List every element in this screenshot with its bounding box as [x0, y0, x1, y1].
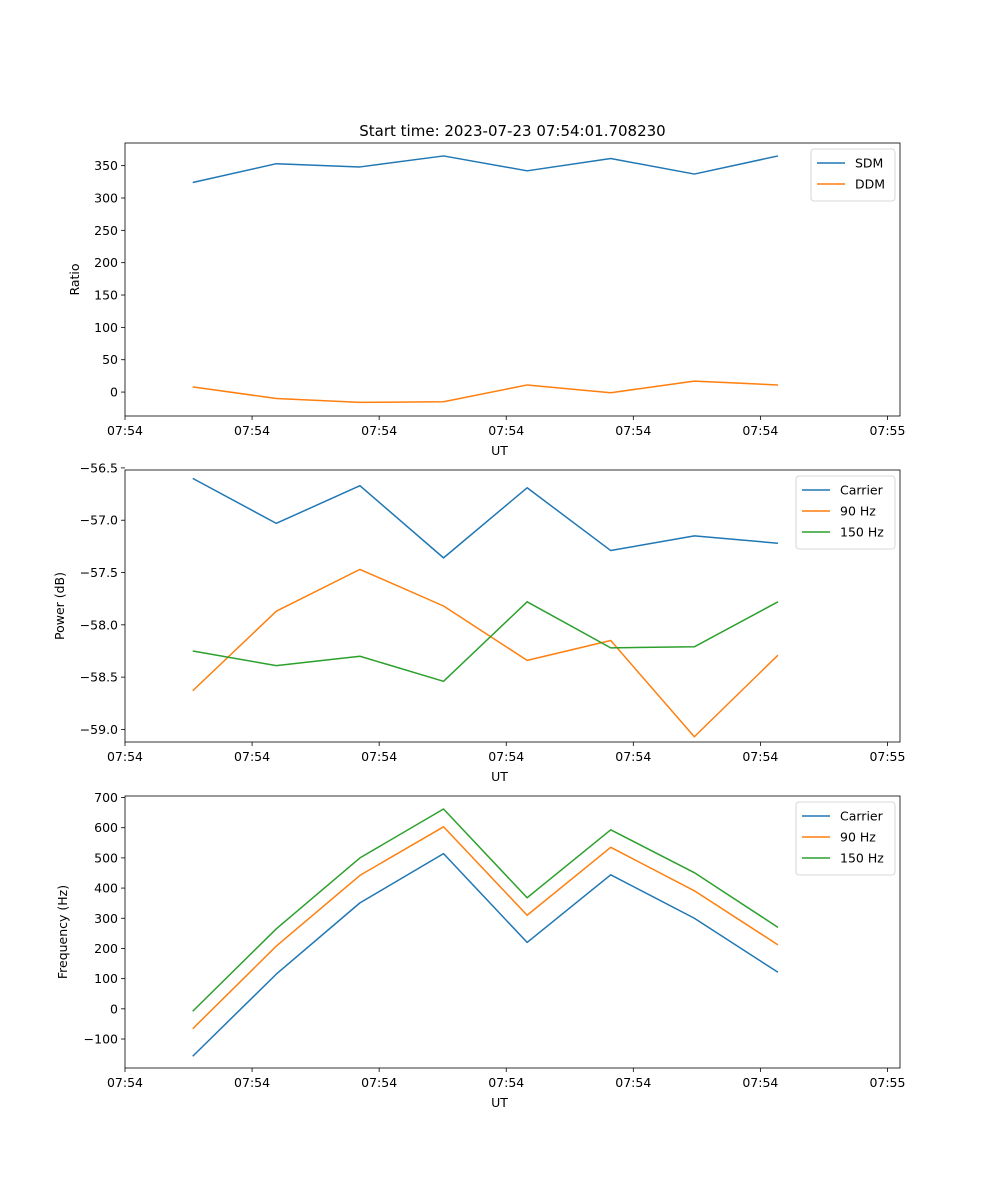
- x-tick-label: 07:54: [234, 1075, 270, 1090]
- x-axis-label: UT: [491, 769, 508, 784]
- y-tick-label: −56.5: [80, 460, 118, 475]
- y-axis-label: Frequency (Hz): [55, 885, 70, 979]
- x-tick-label: 07:54: [234, 749, 270, 764]
- y-axis-label: Ratio: [67, 263, 82, 295]
- x-tick-label: 07:54: [488, 423, 524, 438]
- y-tick-label: 200: [94, 255, 118, 270]
- y-tick-label: 300: [94, 190, 118, 205]
- subplot-power: 07:54 07:54 07:54 07:54 07:54 07:54 07:55 −59.0…: [52, 460, 905, 784]
- y-tick-label: 350: [94, 158, 118, 173]
- y-tick-label: −57.0: [80, 513, 118, 528]
- series-line-150-hz: [192, 601, 779, 683]
- y-tick-label: 300: [94, 911, 118, 926]
- x-tick-label: 07:55: [869, 423, 905, 438]
- y-tick-label: 0: [110, 385, 118, 400]
- y-tick-label: 250: [94, 223, 118, 238]
- x-tick-label: 07:54: [742, 749, 778, 764]
- x-tick-label: 07:54: [742, 423, 778, 438]
- x-tick-label: 07:54: [615, 749, 651, 764]
- y-tick-label: 700: [94, 790, 118, 805]
- series-line-carrier: [192, 852, 779, 1057]
- y-tick-label: 400: [94, 881, 118, 896]
- y-tick-label: 0: [110, 1001, 118, 1016]
- y-tick-label: −100: [84, 1032, 118, 1047]
- y-tick-label: 600: [94, 820, 118, 835]
- x-tick-label: 07:54: [488, 1075, 524, 1090]
- axes-frame: [124, 469, 901, 743]
- series-line-90-hz: [192, 568, 779, 738]
- series-line-ddm: [192, 380, 778, 404]
- x-tick-label: 07:55: [869, 749, 905, 764]
- y-tick-label: −59.0: [80, 722, 118, 737]
- subplot-frequency: 07:54 07:54 07:54 07:54 07:54 07:54 07:55 −100 0…: [55, 790, 905, 1110]
- y-tick-label: 100: [94, 320, 118, 335]
- x-tick-label: 07:54: [361, 749, 397, 764]
- x-tick-label: 07:55: [869, 1075, 905, 1090]
- axes-frame: [124, 142, 901, 417]
- y-tick-label: −57.5: [80, 565, 118, 580]
- x-tick-label: 07:54: [107, 1075, 143, 1090]
- x-tick-label: 07:54: [615, 1075, 651, 1090]
- legend-label-ddm: DDM: [855, 177, 885, 192]
- legend-label-carrier: Carrier: [840, 483, 884, 498]
- x-tick-label: 07:54: [361, 1075, 397, 1090]
- legend-label-150-hz: 150 Hz: [840, 525, 884, 540]
- series-line-carrier: [192, 477, 779, 559]
- legend-label-carrier: Carrier: [840, 809, 884, 824]
- x-tick-label: 07:54: [361, 423, 397, 438]
- legend-box: [795, 475, 896, 550]
- x-tick-label: 07:54: [488, 749, 524, 764]
- y-tick-label: −58.5: [80, 670, 118, 685]
- legend-box: [810, 148, 896, 202]
- series-line-150-hz: [192, 808, 779, 1012]
- x-tick-label: 07:54: [742, 1075, 778, 1090]
- y-tick-label: 500: [94, 850, 118, 865]
- x-axis-label: UT: [491, 1095, 508, 1110]
- figure-title: Start time: 2023-07-23 07:54:01.708230: [359, 122, 665, 140]
- subplot-ratio: 07:54 07:54 07:54 07:54 07:54 07:54 07:55 0 50 10…: [67, 142, 905, 458]
- y-axis-label: Power (dB): [52, 572, 67, 640]
- x-tick-label: 07:54: [234, 423, 270, 438]
- series-line-90-hz: [192, 826, 779, 1030]
- legend-label-90-hz: 90 Hz: [840, 504, 876, 519]
- y-tick-label: −58.0: [80, 617, 118, 632]
- series-line-sdm: [192, 155, 779, 184]
- y-tick-label: 100: [94, 971, 118, 986]
- y-tick-label: 200: [94, 941, 118, 956]
- axes-frame: [124, 795, 901, 1069]
- legend-label-150-hz: 150 Hz: [840, 851, 884, 866]
- y-tick-label: 50: [102, 352, 118, 367]
- x-tick-label: 07:54: [107, 749, 143, 764]
- legend-box: [795, 801, 896, 876]
- x-tick-label: 07:54: [107, 423, 143, 438]
- x-axis-label: UT: [491, 443, 508, 458]
- x-tick-label: 07:54: [615, 423, 651, 438]
- legend-label-sdm: SDM: [855, 156, 883, 171]
- y-tick-label: 150: [94, 288, 118, 303]
- legend-label-90-hz: 90 Hz: [840, 830, 876, 845]
